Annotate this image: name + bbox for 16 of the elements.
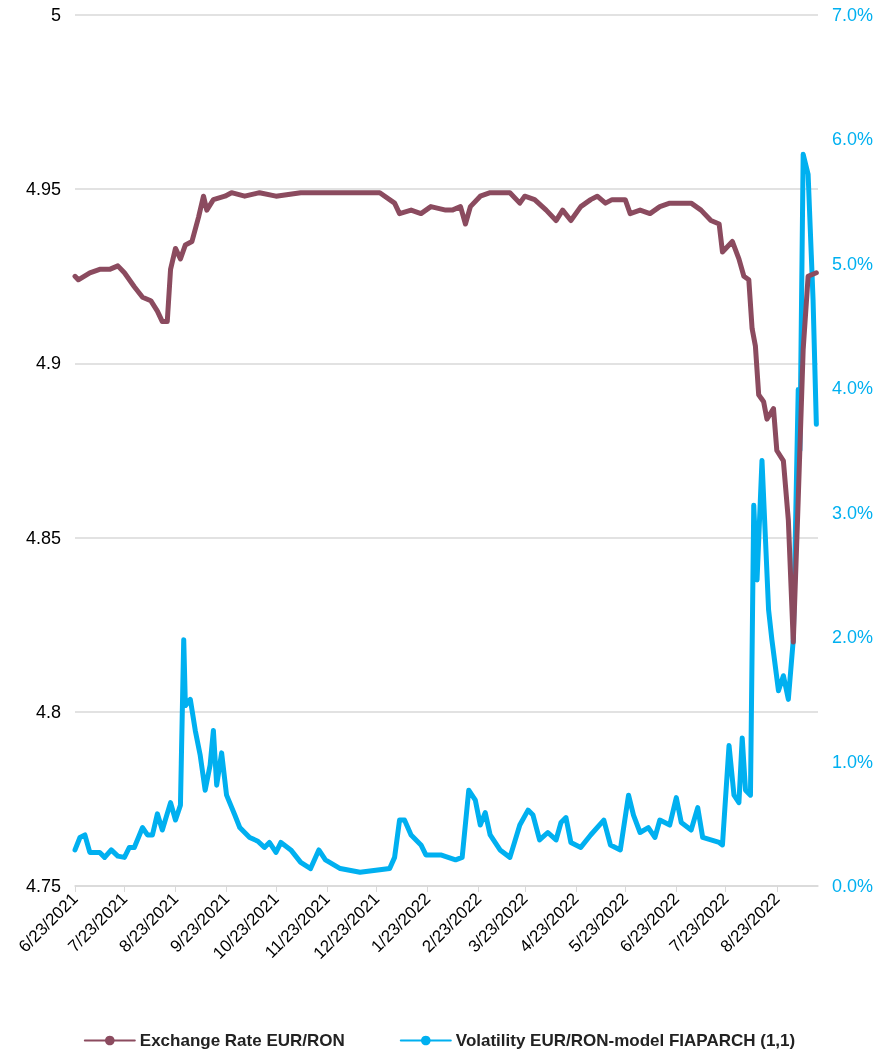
y2-tick-label: 4.0% xyxy=(832,378,874,399)
y2-tick-label: 2.0% xyxy=(832,627,874,648)
y2-tick-label: 5.0% xyxy=(832,253,874,274)
y2-tick-label: 3.0% xyxy=(832,502,874,523)
y-tick-label: 5 xyxy=(50,5,61,25)
y-tick-label: 4.95 xyxy=(25,179,61,200)
y-tick-label: 4.9 xyxy=(35,353,61,374)
y-tick-label: 4.85 xyxy=(25,527,61,548)
y-tick-label: 4.75 xyxy=(25,876,61,896)
legend-label: Exchange Rate EUR/RON xyxy=(139,1031,345,1050)
y2-tick-label: 1.0% xyxy=(832,751,874,772)
y-tick-label: 4.8 xyxy=(35,701,61,722)
legend-label: Volatility EUR/RON-model FIAPARCH (1,1) xyxy=(455,1031,796,1050)
y2-tick-label: 0.0% xyxy=(832,876,874,896)
y2-tick-label: 7.0% xyxy=(832,5,874,25)
y2-tick-label: 6.0% xyxy=(832,129,874,150)
